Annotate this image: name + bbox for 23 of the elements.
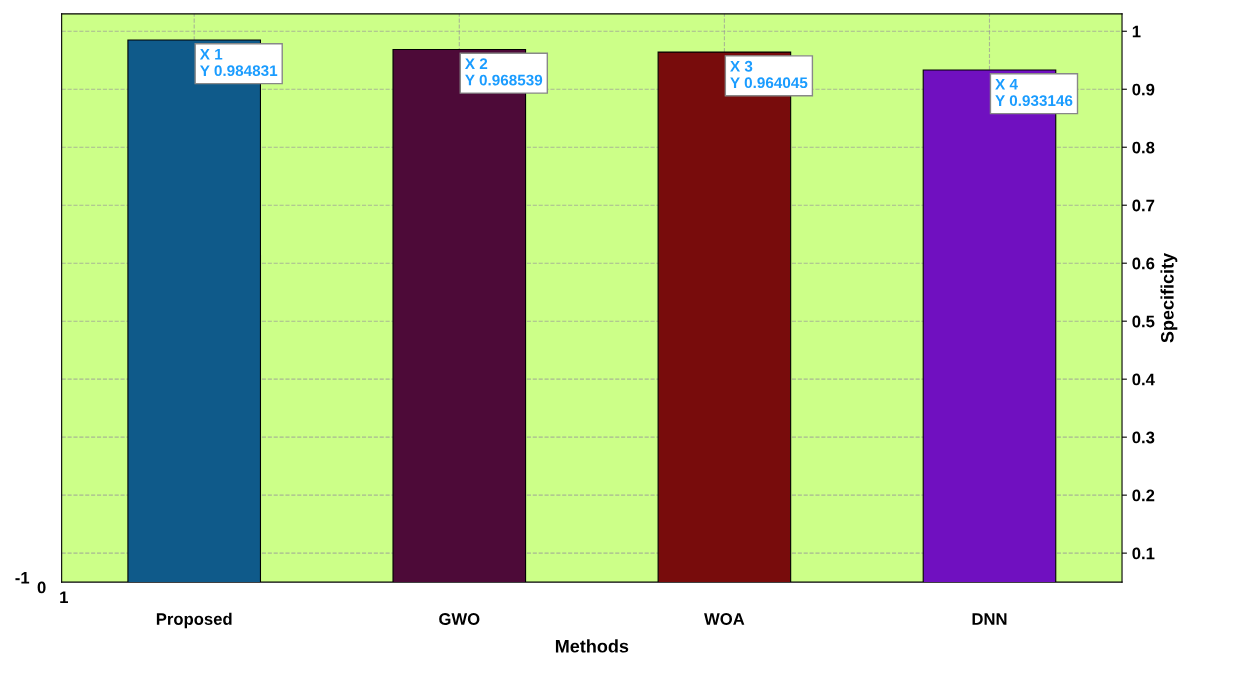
data-label: X 2 Y 0.968539: [464, 58, 543, 86]
y-tick-label: 0.5: [1132, 315, 1155, 328]
x-tick-label: WOA: [704, 613, 745, 625]
y-tick-label: 0.2: [1132, 489, 1155, 502]
y-axis-title: Specificity: [1160, 252, 1178, 343]
text: 1: [60, 591, 68, 603]
y-tick-label: 1: [1132, 25, 1141, 38]
y-tick-label: 0.8: [1132, 141, 1155, 154]
x-tick-label: DNN: [972, 613, 1007, 625]
y-tick-label: 0.1: [1132, 547, 1155, 560]
text: -1: [15, 572, 30, 584]
data-label: X 1 Y 0.984831: [199, 48, 278, 77]
y-tick-label: 0.9: [1132, 83, 1155, 96]
y-tick-label: 0.6: [1132, 257, 1155, 270]
data-label: X 4 Y 0.933146: [995, 78, 1073, 107]
text: 0: [37, 581, 46, 594]
y-tick-label: 0.7: [1132, 199, 1155, 212]
x-tick-label: GWO: [439, 613, 480, 625]
x-tick-label: Proposed: [156, 612, 232, 629]
y-tick-label: 0.3: [1132, 431, 1155, 444]
x-axis-title: Methods: [555, 639, 629, 653]
data-label: X 3 Y 0.964045: [730, 60, 808, 89]
y-tick-label: 0.4: [1132, 373, 1155, 386]
